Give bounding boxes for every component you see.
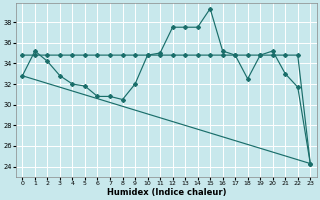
- X-axis label: Humidex (Indice chaleur): Humidex (Indice chaleur): [107, 188, 226, 197]
